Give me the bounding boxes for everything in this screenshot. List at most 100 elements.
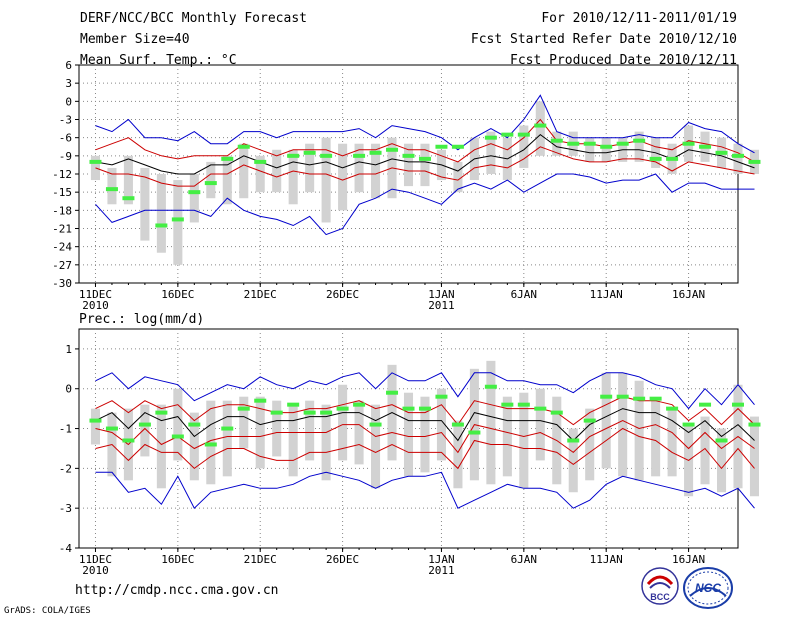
ensemble-range-box	[519, 125, 529, 168]
grads-credit: GrADS: COLA/IGES	[4, 606, 91, 616]
ensemble-range-box	[272, 149, 282, 193]
ensemble-range-box	[255, 396, 265, 469]
x-tick-label: 1JAN	[428, 288, 455, 301]
member-size: Member Size=40	[80, 32, 190, 47]
ensemble-range-box	[189, 412, 199, 481]
header-right: For 2010/12/11-2011/01/19 Fcst Started R…	[471, 11, 737, 74]
observed-marker	[303, 150, 316, 155]
observed-marker	[254, 159, 267, 164]
observed-marker	[138, 422, 151, 427]
observed-marker	[89, 418, 102, 423]
observed-marker	[105, 187, 118, 192]
observed-marker	[270, 410, 283, 415]
x-tick-label: 1JAN	[428, 553, 455, 566]
ensemble-range-box	[420, 396, 430, 473]
ensemble-range-box	[288, 149, 298, 205]
ensemble-range-box	[173, 180, 183, 265]
y-tick-label: 6	[65, 59, 72, 72]
ensemble-range-box	[552, 131, 562, 156]
product-title: DERF/NCC/BCC Monthly Forecast	[80, 11, 307, 26]
y-tick-label: -3	[59, 502, 72, 515]
ensemble-range-box	[305, 400, 315, 461]
ensemble-range-box	[321, 137, 331, 223]
observed-marker	[204, 181, 217, 186]
y-tick-label: 3	[65, 77, 72, 90]
ensemble-range-box	[123, 155, 133, 205]
ncc-logo-icon: NCC	[683, 567, 733, 609]
series-line-upper	[95, 118, 755, 163]
series-line-upper	[95, 396, 755, 426]
ensemble-range-box	[222, 155, 232, 205]
ensemble-range-box	[585, 137, 595, 162]
ensemble-range-box	[403, 143, 414, 187]
ensemble-range-box	[338, 384, 348, 461]
observed-marker	[699, 144, 712, 149]
observed-marker	[221, 156, 234, 161]
x-tick-label: 26DEC	[326, 288, 359, 301]
observed-marker	[105, 426, 118, 431]
ensemble-range-box	[453, 420, 463, 489]
ensemble-range-box	[222, 400, 232, 477]
ensemble-range-box	[107, 167, 117, 205]
y-tick-label: -6	[59, 132, 72, 145]
series-line-mean	[95, 133, 755, 175]
ensemble-range-box	[140, 404, 150, 457]
ensemble-range-box	[733, 143, 743, 174]
ensemble-range-box	[189, 174, 199, 223]
y-tick-label: -2	[59, 462, 72, 475]
observed-marker	[155, 223, 168, 228]
observed-marker	[666, 156, 679, 161]
y-tick-label: -4	[59, 542, 73, 555]
observed-marker	[616, 141, 629, 146]
observed-marker	[353, 402, 366, 407]
y-tick-label: -21	[52, 223, 72, 236]
observed-marker	[204, 442, 217, 447]
observed-marker	[188, 422, 201, 427]
observed-marker	[583, 418, 596, 423]
y-tick-label: 0	[65, 95, 72, 108]
series-line-max	[95, 372, 755, 410]
ncc-logo-text: NCC	[695, 581, 721, 595]
ensemble-range-box	[502, 396, 512, 477]
observed-marker	[484, 135, 497, 140]
observed-marker	[666, 406, 679, 411]
observed-marker	[567, 141, 580, 146]
observed-marker	[550, 138, 563, 143]
y-tick-label: -27	[52, 259, 72, 272]
produced-date: Fcst Produced Date 2010/12/11	[510, 53, 737, 68]
x-tick-year: 2010	[82, 564, 109, 577]
ensemble-range-box	[601, 372, 611, 469]
series-line-max	[95, 94, 755, 154]
ensemble-range-box	[239, 396, 249, 449]
observed-marker	[649, 396, 662, 401]
observed-marker	[237, 144, 250, 149]
ensemble-range-box	[601, 137, 611, 162]
observed-marker	[155, 410, 168, 415]
x-tick-year: 2011	[428, 299, 455, 312]
observed-marker	[171, 217, 184, 222]
observed-marker	[468, 430, 481, 435]
ensemble-range-box	[519, 392, 529, 489]
observed-marker	[616, 394, 629, 399]
observed-marker	[649, 156, 662, 161]
x-tick-label: 21DEC	[244, 553, 277, 566]
observed-marker	[353, 153, 366, 158]
y-tick-label: -12	[52, 168, 72, 181]
panel-title: Prec.: log(mm/d)	[79, 312, 204, 327]
observed-marker	[633, 396, 646, 401]
ensemble-range-box	[651, 400, 661, 477]
ensemble-range-box	[140, 167, 150, 241]
observed-marker	[501, 132, 514, 137]
x-tick-label: 11JAN	[590, 288, 623, 301]
ensemble-range-box	[486, 131, 496, 174]
ensemble-range-box	[156, 174, 166, 253]
footer-url[interactable]: http://cmdp.ncc.cma.gov.cn	[75, 583, 279, 598]
ensemble-range-box	[486, 360, 496, 485]
observed-marker	[715, 150, 728, 155]
series-line-mean	[95, 408, 755, 442]
observed-marker	[418, 156, 431, 161]
y-tick-label: -15	[52, 186, 72, 199]
ensemble-range-box	[206, 161, 216, 199]
x-tick-label: 6JAN	[511, 288, 538, 301]
